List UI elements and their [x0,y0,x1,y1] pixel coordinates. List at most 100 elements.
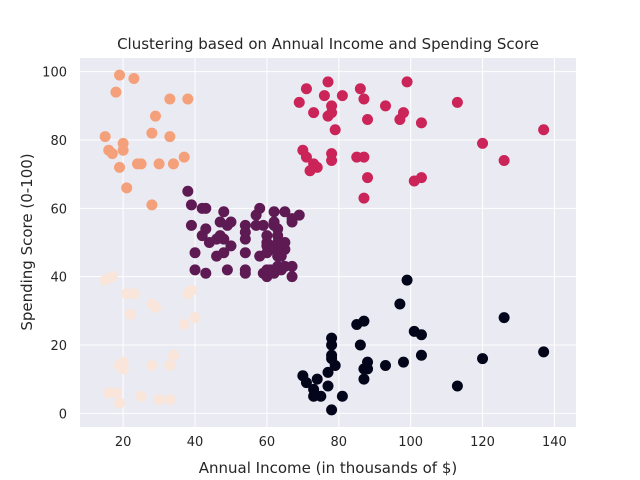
data-point [322,76,334,88]
data-point [225,240,237,252]
data-point [477,137,489,149]
data-point [326,148,338,160]
data-point [106,148,118,160]
data-point [218,206,230,218]
data-point [477,353,489,365]
data-point [146,360,158,371]
data-point [300,377,312,389]
x-tick-label: 20 [115,435,132,450]
data-point [354,339,366,351]
data-point [498,312,510,324]
data-point [182,93,194,105]
data-point [225,216,237,228]
data-point [239,233,251,245]
data-point [128,73,140,84]
data-point [110,387,122,399]
data-point [200,223,212,235]
data-point [114,161,126,173]
data-point [110,86,122,98]
data-point [189,247,201,259]
x-tick-label: 80 [331,435,348,450]
data-point [146,199,158,211]
data-point [362,172,374,184]
data-point [326,107,338,119]
data-point [329,124,341,136]
data-point [117,137,129,149]
data-point [135,390,147,402]
data-point [415,172,427,184]
data-point [358,93,370,105]
data-point [164,360,176,371]
data-point [239,247,251,259]
data-point [300,83,312,95]
data-point [293,209,305,221]
data-point [135,158,147,170]
data-point [451,96,463,108]
data-point [221,264,233,276]
data-point [124,308,136,320]
data-point [415,329,427,341]
x-tick-labels: 20 40 60 80 100 120 140 [115,435,567,450]
data-point [322,380,334,392]
data-point [114,397,126,409]
data-point [358,315,370,327]
data-point [185,199,197,211]
data-point [322,366,334,378]
data-point [311,161,323,173]
data-point [218,233,230,245]
y-tick-label: 100 [42,66,67,81]
data-point [106,271,118,283]
data-point [189,264,201,276]
x-tick-label: 120 [470,435,495,450]
data-point [326,339,338,351]
data-point [272,223,284,235]
data-point [286,260,298,272]
cluster-2-points [182,185,305,283]
x-tick-label: 40 [187,435,204,450]
data-point [336,390,348,402]
data-point [397,356,409,368]
data-point [286,216,298,228]
data-point [167,158,179,170]
data-point [380,100,392,112]
data-point [153,394,165,406]
data-point [311,373,323,385]
data-point [239,267,251,279]
data-point [293,96,305,108]
data-point [308,107,320,119]
data-point [146,127,158,139]
y-tick-label: 60 [50,202,67,217]
data-point [358,373,370,385]
data-points [99,69,550,416]
y-tick-label: 80 [50,134,67,149]
data-point [268,206,280,218]
data-point [358,192,370,204]
data-point [401,274,413,286]
data-point [153,158,165,170]
data-point [362,114,374,125]
data-point [239,219,251,231]
data-point [308,383,320,395]
data-point [336,90,348,102]
data-point [451,380,463,392]
data-point [99,131,111,143]
data-point [128,288,140,300]
data-point [200,202,212,214]
cluster-1-points [293,76,550,204]
data-point [362,356,374,368]
data-point [279,237,291,248]
cluster-0-points [99,69,194,211]
y-tick-label: 0 [59,407,67,422]
data-point [401,76,413,88]
data-point [149,110,161,122]
data-point [538,124,550,136]
data-point [286,271,298,283]
data-point [189,312,201,324]
data-point [354,83,366,95]
x-axis-label: Annual Income (in thousands of $) [199,459,457,477]
y-tick-labels: 0 20 40 60 80 100 [42,66,67,423]
x-tick-label: 60 [259,435,276,450]
y-axis-label: Spending Score (0-100) [18,153,36,330]
cluster-4-points [297,274,550,416]
